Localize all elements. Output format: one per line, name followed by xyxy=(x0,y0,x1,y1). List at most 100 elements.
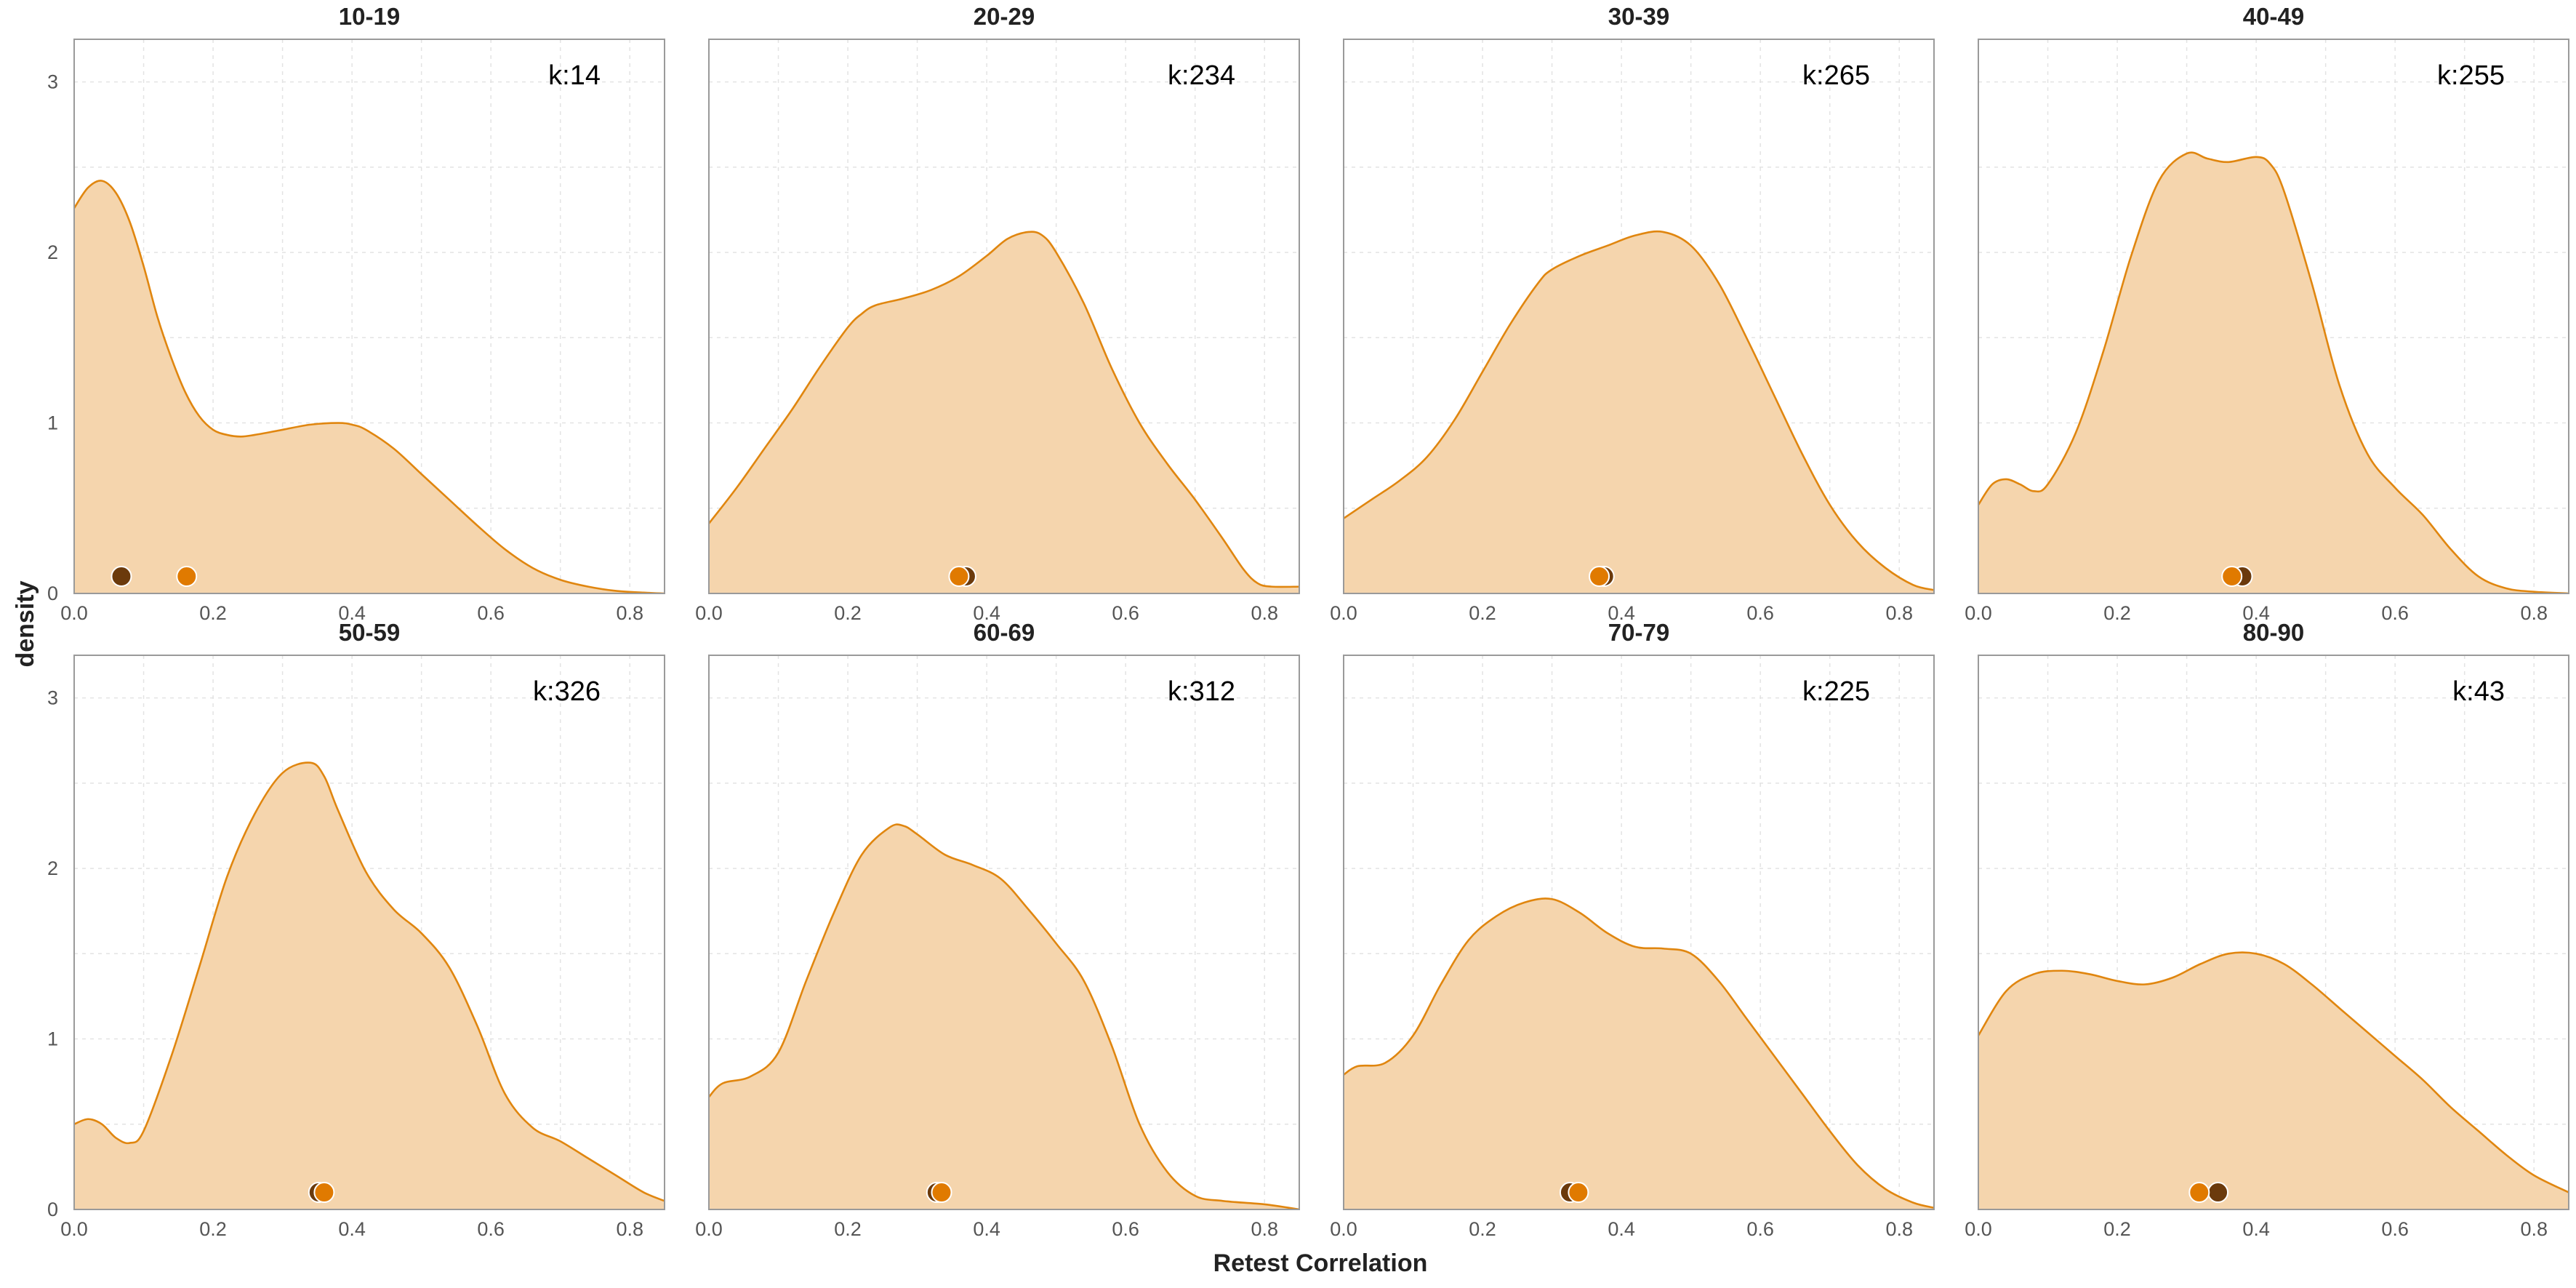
y-tick-label: 3 xyxy=(47,687,58,709)
point-dark xyxy=(2207,1182,2229,1204)
point-light xyxy=(176,566,198,588)
x-tick-label: 0.2 xyxy=(1469,1218,1496,1240)
k-label: k:255 xyxy=(2437,60,2505,91)
y-tick-label: 1 xyxy=(47,412,58,434)
panel-title: 10-19 xyxy=(339,3,400,30)
panel-40-49: 40-49 k:255 0.0 0.2 0.4 0.6 0.8 xyxy=(1965,3,2569,624)
x-tick-label: 0.0 xyxy=(695,602,723,624)
x-tick-label: 0.6 xyxy=(1112,1218,1139,1240)
x-tick-label: 0.0 xyxy=(60,602,88,624)
point-light xyxy=(931,1182,952,1204)
x-tick-label: 0.4 xyxy=(338,602,366,624)
density-area xyxy=(709,824,1299,1209)
density-area xyxy=(1344,231,1934,593)
x-tick-label: 0.4 xyxy=(973,602,1000,624)
panel-title: 70-79 xyxy=(1608,619,1669,646)
x-tick-label: 0.4 xyxy=(2242,1218,2270,1240)
y-tick-label: 2 xyxy=(47,241,58,263)
x-tick-label: 0.4 xyxy=(1608,1218,1635,1240)
x-tick-label: 0.8 xyxy=(1251,1218,1278,1240)
x-tick-label: 0.4 xyxy=(973,1218,1000,1240)
panels-layer: 10-19 k:14 0.0 0.2 0.4 0.6 0.8 0 1 2 3 20-29 k:234 0.… xyxy=(47,3,2569,1240)
x-tick-label: 0.6 xyxy=(2381,602,2409,624)
x-tick-label: 0.0 xyxy=(1330,1218,1357,1240)
density-line xyxy=(1344,230,1934,591)
panel-border xyxy=(708,39,1300,594)
point-light xyxy=(2188,1182,2210,1204)
x-tick-label: 0.2 xyxy=(1469,602,1496,624)
density-area xyxy=(1344,898,1934,1209)
x-tick-label: 0.4 xyxy=(2242,602,2270,624)
x-tick-label: 0.8 xyxy=(2520,602,2548,624)
x-tick-label: 0.6 xyxy=(477,602,505,624)
x-tick-label: 0.2 xyxy=(834,602,862,624)
density-area xyxy=(74,180,665,593)
density-line xyxy=(709,231,1299,588)
y-tick-label: 1 xyxy=(47,1028,58,1050)
panel-70-79: 70-79 k:225 0.0 0.2 0.4 0.6 0.8 xyxy=(1330,619,1935,1240)
density-area xyxy=(709,231,1299,593)
panel-border xyxy=(1978,39,2569,594)
point-light xyxy=(2221,566,2243,588)
point-light xyxy=(948,566,970,588)
panel-title: 60-69 xyxy=(974,619,1035,646)
panel-border xyxy=(73,39,665,594)
density-line xyxy=(1344,897,1934,1209)
x-tick-label: 0.0 xyxy=(695,1218,723,1240)
density-line xyxy=(1978,951,2569,1193)
panel-10-19: 10-19 k:14 0.0 0.2 0.4 0.6 0.8 0 1 2 3 xyxy=(47,3,665,624)
panel-title: 50-59 xyxy=(339,619,400,646)
y-tick-label: 0 xyxy=(47,1199,58,1220)
y-tick-label: 3 xyxy=(47,71,58,93)
x-tick-label: 0.8 xyxy=(1885,602,1913,624)
x-tick-label: 0.2 xyxy=(199,602,227,624)
density-line xyxy=(1978,151,2569,593)
x-tick-label: 0.2 xyxy=(2103,602,2131,624)
panel-border xyxy=(1343,39,1935,594)
x-tick-label: 0.6 xyxy=(1112,602,1139,624)
panel-title: 20-29 xyxy=(974,3,1035,30)
panel-20-29: 20-29 k:234 0.0 0.2 0.4 0.6 0.8 xyxy=(695,3,1300,624)
point-light xyxy=(313,1182,335,1204)
k-label: k:234 xyxy=(1168,60,1235,91)
x-tick-label: 0.8 xyxy=(2520,1218,2548,1240)
k-label: k:43 xyxy=(2452,676,2505,707)
point-dark xyxy=(111,566,132,588)
density-area xyxy=(1978,952,2569,1209)
density-line xyxy=(709,823,1299,1209)
k-label: k:265 xyxy=(1802,60,1870,91)
density-area xyxy=(1978,152,2569,593)
x-tick-label: 0.6 xyxy=(2381,1218,2409,1240)
density-line xyxy=(74,761,665,1202)
panel-80-90: 80-90 k:43 0.0 0.2 0.4 0.6 0.8 xyxy=(1965,619,2569,1240)
x-tick-label: 0.0 xyxy=(60,1218,88,1240)
x-tick-label: 0.0 xyxy=(1965,602,1992,624)
x-tick-label: 0.8 xyxy=(1885,1218,1913,1240)
k-label: k:326 xyxy=(533,676,601,707)
x-tick-label: 0.6 xyxy=(1746,602,1774,624)
panel-border xyxy=(1978,655,2569,1210)
y-tick-label: 2 xyxy=(47,857,58,879)
panel-title: 40-49 xyxy=(2243,3,2304,30)
panel-60-69: 60-69 k:312 0.0 0.2 0.4 0.6 0.8 xyxy=(695,619,1300,1240)
x-tick-label: 0.4 xyxy=(1608,602,1635,624)
density-line xyxy=(74,180,665,593)
k-label: k:312 xyxy=(1168,676,1235,707)
panel-50-59: 50-59 k:326 0.0 0.2 0.4 0.6 0.8 0 1 2 3 xyxy=(47,619,665,1240)
y-axis-label: density xyxy=(12,580,39,667)
x-tick-label: 0.8 xyxy=(616,602,643,624)
point-light xyxy=(1589,566,1610,588)
x-tick-label: 0.2 xyxy=(834,1218,862,1240)
x-tick-label: 0.6 xyxy=(477,1218,505,1240)
panel-border xyxy=(1343,655,1935,1210)
x-axis-label: Retest Correlation xyxy=(1213,1249,1428,1277)
panel-title: 80-90 xyxy=(2243,619,2304,646)
x-tick-label: 0.4 xyxy=(338,1218,366,1240)
x-tick-label: 0.2 xyxy=(2103,1218,2131,1240)
panel-border xyxy=(708,655,1300,1210)
k-label: k:14 xyxy=(548,60,601,91)
x-tick-label: 0.8 xyxy=(1251,602,1278,624)
x-tick-label: 0.2 xyxy=(199,1218,227,1240)
x-tick-label: 0.6 xyxy=(1746,1218,1774,1240)
